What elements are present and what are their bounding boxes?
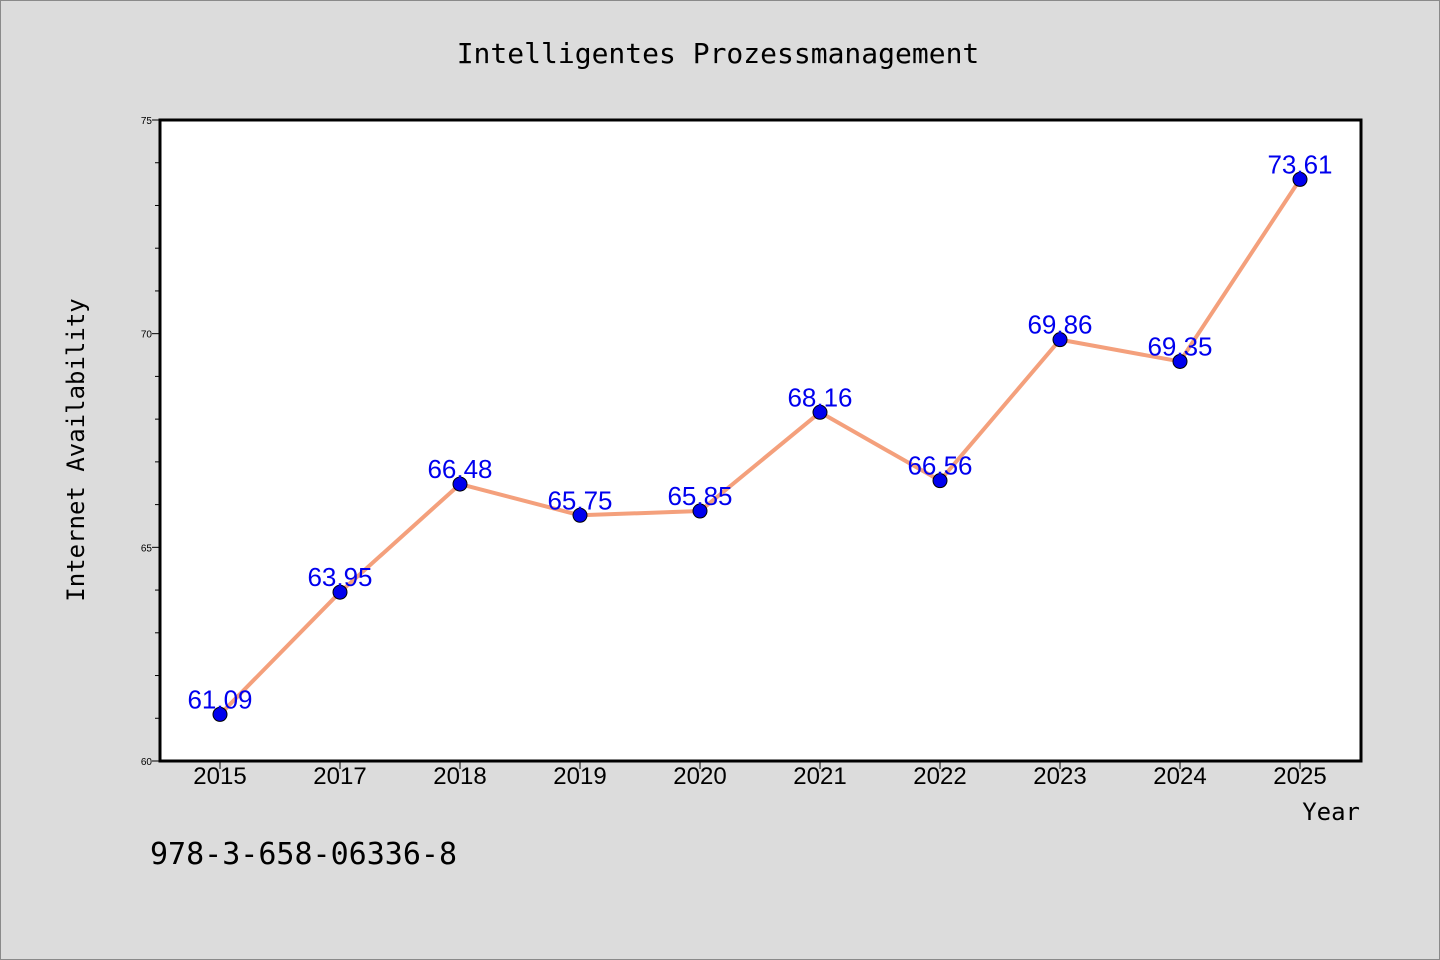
data-point (1052, 332, 1068, 348)
x-tick-label: 2020 (673, 763, 726, 790)
data-label: 66.56 (907, 451, 972, 481)
data-point (572, 507, 588, 523)
x-tick-label: 2019 (553, 763, 606, 790)
data-label: 69.35 (1147, 331, 1212, 361)
x-tick-label: 2024 (1153, 763, 1206, 790)
data-label: 63.95 (307, 562, 372, 592)
data-label: 68.16 (787, 382, 852, 412)
data-point (932, 473, 948, 489)
data-label: 65.75 (547, 485, 612, 515)
y-axis-label: Internet Availability (62, 298, 90, 601)
x-axis: 2015 2017 2018 2019 2020 2021 2022 2023 2024 2025 (193, 761, 1327, 790)
data-point (212, 706, 228, 722)
footer-text: 978-3-658-06336-8 (150, 837, 457, 872)
y-axis: 60 65 70 75 (141, 116, 160, 768)
data-label: 65.85 (667, 481, 732, 511)
data-point (452, 476, 468, 492)
x-tick-label: 2018 (433, 763, 486, 790)
data-point (332, 584, 348, 600)
y-tick-label: 70 (141, 330, 153, 341)
y-tick-label: 75 (141, 116, 153, 127)
data-label: 73.61 (1267, 149, 1332, 179)
data-point (692, 503, 708, 519)
x-tick-label: 2021 (793, 763, 846, 790)
plot-area (158, 118, 1363, 763)
x-tick-label: 2022 (913, 763, 966, 790)
y-tick-label: 60 (141, 757, 153, 768)
x-axis-label: Year (1302, 798, 1360, 826)
data-point (812, 404, 828, 420)
data-label: 69.86 (1027, 310, 1092, 340)
data-label: 61.09 (187, 684, 252, 714)
series-line (218, 178, 1302, 716)
chart-title: Intelligentes Prozessmanagement (457, 37, 980, 70)
x-tick-label: 2025 (1273, 763, 1326, 790)
y-tick-label: 65 (141, 543, 153, 554)
x-tick-label: 2015 (193, 763, 246, 790)
x-tick-label: 2023 (1033, 763, 1086, 790)
series-group: 61.09 63.95 66.48 65.75 65.85 68.16 66.56 69.86… (187, 149, 1333, 722)
data-point (1172, 353, 1188, 369)
x-tick-label: 2017 (313, 763, 366, 790)
data-point (1292, 171, 1308, 187)
data-label: 66.48 (427, 454, 492, 484)
